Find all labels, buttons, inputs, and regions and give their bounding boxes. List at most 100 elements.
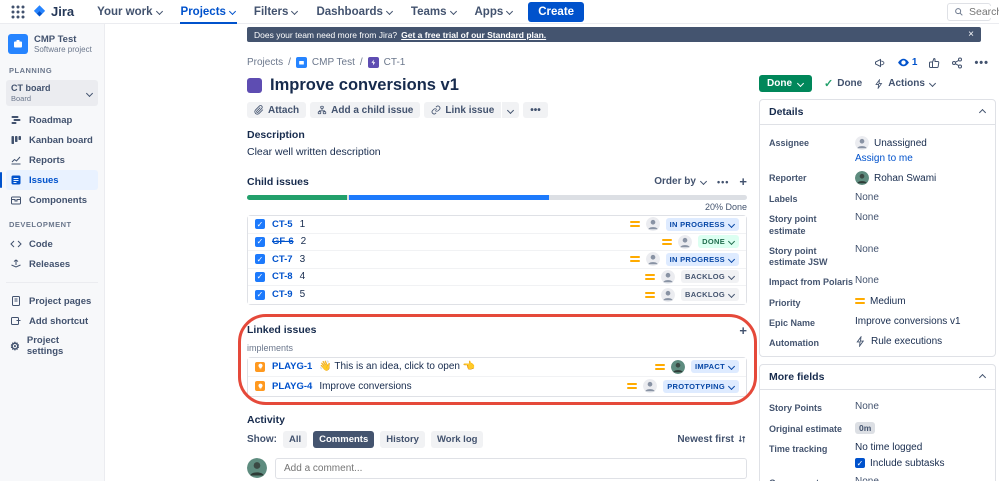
status-badge[interactable]: DONE bbox=[698, 235, 739, 249]
actions-button[interactable]: Actions bbox=[874, 78, 936, 89]
issue-key-link[interactable]: CT-7 bbox=[272, 253, 293, 265]
issue-key-link[interactable]: CT-9 bbox=[272, 289, 293, 301]
issue-summary[interactable]: 3 bbox=[299, 253, 306, 265]
toolbar-more-button[interactable]: ••• bbox=[523, 102, 548, 118]
current-user-avatar[interactable] bbox=[247, 457, 267, 478]
issue-summary[interactable]: Improve conversions bbox=[319, 380, 412, 392]
link-issue-button[interactable]: Link issue bbox=[424, 102, 502, 118]
sidebar-item-roadmap[interactable]: Roadmap bbox=[6, 110, 98, 130]
create-button[interactable]: Create bbox=[528, 1, 585, 22]
sidebar-item-components[interactable]: Components bbox=[6, 190, 98, 210]
more-fields-panel-header[interactable]: More fields bbox=[760, 365, 995, 391]
comment-input[interactable] bbox=[275, 457, 747, 479]
child-issue-row[interactable]: ✓ CT-7 3 IN PROGRESS bbox=[248, 251, 746, 269]
issue-summary[interactable]: 👋 This is an idea, click to open 👈 bbox=[319, 361, 476, 372]
vote-icon[interactable] bbox=[928, 57, 940, 69]
linked-issue-row[interactable]: PLAYG-4 Improve conversions PROTOTYPING bbox=[248, 376, 746, 396]
sidebar-item-project-settings[interactable]: ⚙ Project settings bbox=[10, 335, 64, 358]
banner-close-icon[interactable]: × bbox=[968, 29, 974, 40]
project-avatar bbox=[8, 34, 28, 55]
estimate-badge[interactable]: 0m bbox=[855, 421, 876, 434]
issue-summary[interactable]: 4 bbox=[299, 271, 306, 283]
nav-apps[interactable]: Apps bbox=[466, 0, 523, 24]
give-feedback-icon[interactable] bbox=[874, 57, 886, 69]
attach-button[interactable]: Attach bbox=[247, 102, 307, 118]
linked-issue-row[interactable]: PLAYG-1 👋 This is an idea, click to open… bbox=[248, 357, 746, 377]
add-child-issue-plus-icon[interactable]: + bbox=[739, 174, 747, 189]
issue-summary[interactable]: 2 bbox=[300, 236, 307, 248]
issue-key-link[interactable]: CT-8 bbox=[272, 271, 293, 283]
sidebar-item-add-shortcut[interactable]: Add shortcut bbox=[6, 311, 98, 331]
sidebar-item-releases[interactable]: Releases bbox=[6, 254, 98, 274]
status-badge[interactable]: BACKLOG bbox=[680, 288, 739, 302]
issues-icon bbox=[10, 174, 22, 186]
assign-to-me-link[interactable]: Assign to me bbox=[855, 153, 913, 164]
chevron-down-icon bbox=[507, 107, 514, 114]
watch-button[interactable]: 1 bbox=[897, 56, 917, 69]
status-badge[interactable]: IN PROGRESS bbox=[665, 252, 739, 266]
avatar[interactable] bbox=[645, 217, 660, 232]
child-issue-row[interactable]: ✓ GF-6 2 DONE bbox=[248, 233, 746, 251]
child-issue-row[interactable]: ✓ CT-8 4 BACKLOG bbox=[248, 268, 746, 286]
tab-comments[interactable]: Comments bbox=[313, 430, 375, 448]
sidebar-item-code[interactable]: Code bbox=[6, 234, 98, 254]
sidebar-item-kanban-board[interactable]: Kanban board bbox=[6, 130, 98, 150]
nav-filters[interactable]: Filters bbox=[245, 0, 308, 24]
banner-link[interactable]: Get a free trial of our Standard plan. bbox=[401, 29, 547, 40]
tab-work-log[interactable]: Work log bbox=[430, 430, 484, 448]
status-badge[interactable]: BACKLOG bbox=[680, 270, 739, 284]
avatar[interactable] bbox=[678, 234, 693, 249]
sort-order-button[interactable]: Newest first bbox=[677, 434, 747, 445]
nav-teams[interactable]: Teams bbox=[402, 0, 466, 24]
jira-logo[interactable]: Jira bbox=[32, 4, 74, 19]
status-badge[interactable]: IN PROGRESS bbox=[665, 217, 739, 231]
share-icon[interactable] bbox=[951, 57, 963, 69]
issue-summary[interactable]: 5 bbox=[299, 289, 306, 301]
nav-projects[interactable]: Projects bbox=[172, 0, 245, 24]
child-issues-more-icon[interactable]: ••• bbox=[716, 176, 730, 187]
avatar[interactable] bbox=[660, 287, 675, 302]
issue-summary[interactable]: 1 bbox=[299, 218, 306, 230]
chevron-down-icon bbox=[229, 8, 236, 15]
breadcrumb-issue-key[interactable]: CT-1 bbox=[383, 57, 406, 68]
status-dropdown-button[interactable]: Done bbox=[759, 75, 812, 92]
order-by-button[interactable]: Order by bbox=[654, 176, 707, 187]
breadcrumb-project[interactable]: CMP Test bbox=[311, 57, 355, 68]
avatar[interactable] bbox=[645, 252, 660, 267]
tab-history[interactable]: History bbox=[380, 430, 425, 448]
add-child-issue-button[interactable]: Add a child issue bbox=[310, 102, 421, 118]
priority-medium-icon bbox=[627, 381, 638, 391]
breadcrumb-projects[interactable]: Projects bbox=[247, 57, 284, 68]
global-search[interactable] bbox=[947, 2, 999, 21]
issue-key-link[interactable]: PLAYG-1 bbox=[272, 361, 313, 372]
automation-lightning-icon bbox=[855, 336, 866, 347]
tab-all[interactable]: All bbox=[283, 430, 308, 448]
nav-dashboards[interactable]: Dashboards bbox=[307, 0, 401, 24]
nav-your-work[interactable]: Your work bbox=[88, 0, 171, 24]
add-linked-issue-plus-icon[interactable]: + bbox=[739, 322, 747, 338]
sidebar-item-project-pages[interactable]: Project pages bbox=[6, 291, 98, 311]
status-badge[interactable]: PROTOTYPING bbox=[663, 379, 739, 393]
details-panel-header[interactable]: Details bbox=[760, 100, 995, 125]
search-input[interactable] bbox=[969, 5, 999, 18]
app-switcher-icon[interactable] bbox=[10, 4, 26, 20]
avatar-photo[interactable] bbox=[671, 359, 685, 374]
avatar[interactable] bbox=[660, 269, 675, 284]
issue-key-link[interactable]: PLAYG-4 bbox=[272, 380, 313, 392]
child-issue-row[interactable]: ✓ CT-5 1 IN PROGRESS bbox=[248, 216, 746, 234]
status-badge[interactable]: IMPACT bbox=[691, 360, 739, 373]
link-options-button[interactable] bbox=[502, 102, 520, 118]
board-switcher[interactable]: CT board Board bbox=[6, 80, 98, 107]
issue-title: Improve conversions v1 bbox=[270, 76, 459, 94]
child-issue-row[interactable]: ✓ CT-9 5 BACKLOG bbox=[248, 286, 746, 304]
project-header[interactable]: CMP Test Software project bbox=[8, 34, 98, 54]
more-actions-icon[interactable]: ••• bbox=[974, 56, 989, 69]
sidebar-item-issues[interactable]: Issues bbox=[0, 170, 98, 191]
include-subtasks-checkbox[interactable]: ✓ bbox=[855, 458, 865, 469]
issue-key-link[interactable]: CT-5 bbox=[272, 218, 293, 230]
issue-key-link[interactable]: GF-6 bbox=[272, 236, 294, 248]
description-text[interactable]: Clear well written description bbox=[247, 146, 381, 158]
child-issues-list: ✓ CT-5 1 IN PROGRESS ✓ GF-6 2 bbox=[247, 215, 747, 305]
avatar[interactable] bbox=[643, 379, 658, 393]
sidebar-item-reports[interactable]: Reports bbox=[6, 150, 98, 170]
